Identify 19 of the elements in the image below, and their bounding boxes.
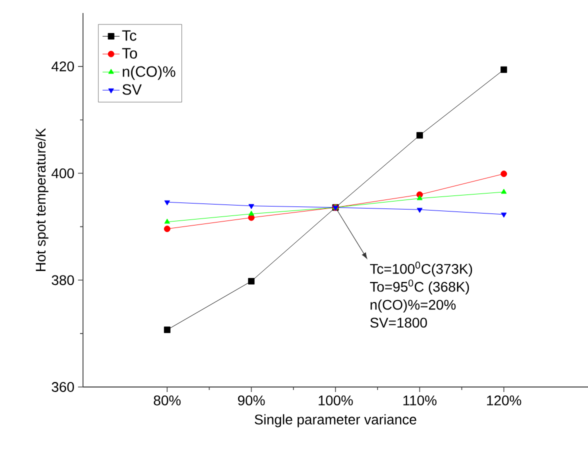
legend-label: n(CO)% (122, 66, 176, 80)
legend-label: SV (122, 84, 142, 95)
x-tick-label: 80% (154, 395, 181, 406)
x-tick-label: 110% (403, 395, 436, 406)
annotation: SV=1800 (370, 318, 427, 328)
x-tick-label: 90% (238, 395, 265, 406)
annotation: n(CO)%=20% (370, 299, 456, 312)
y-tick-label: 380 (52, 275, 74, 286)
y-axis-title: Hot spot temperature/K (35, 128, 48, 271)
x-tick-label: 100% (318, 395, 353, 406)
y-tick-label: 360 (52, 382, 74, 392)
legend-label: Tc (122, 30, 136, 41)
y-tick-label: 400 (52, 168, 74, 178)
y-tick-label: 420 (52, 61, 74, 72)
annotation: Tc=100$^{0}$C(373K) (370, 262, 472, 277)
annotation: To=95$^{0}$C (368K) (370, 280, 469, 295)
x-tick-label: 120% (487, 395, 522, 406)
x-axis-title: Single parameter variance (254, 414, 416, 428)
legend-label: To (122, 48, 138, 59)
